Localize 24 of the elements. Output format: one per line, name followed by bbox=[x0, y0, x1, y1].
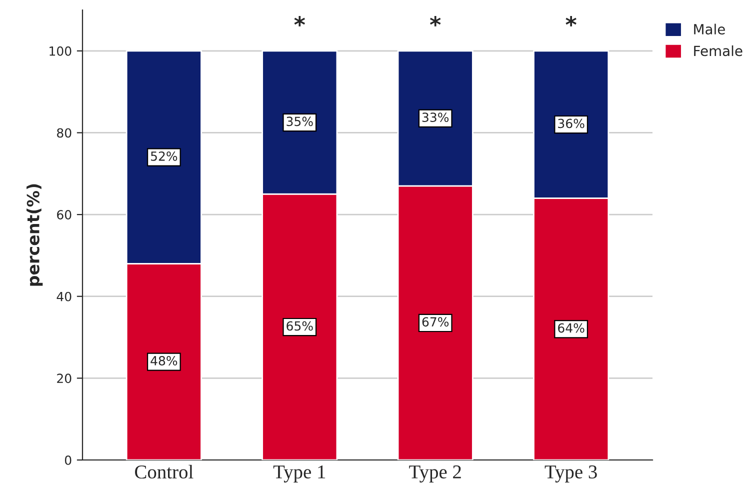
data-label: 52% bbox=[151, 151, 178, 161]
y-tick-label: 40 bbox=[56, 292, 72, 302]
data-label: 67% bbox=[422, 317, 449, 327]
data-label: 35% bbox=[286, 116, 313, 126]
data-label: 36% bbox=[558, 118, 584, 128]
y-tick-label: 20 bbox=[57, 374, 72, 384]
legend-label: Female bbox=[694, 45, 742, 56]
annotation: * bbox=[294, 16, 306, 26]
data-label: 33% bbox=[422, 112, 449, 122]
annotation: * bbox=[566, 16, 576, 26]
y-tick-label: 0 bbox=[64, 455, 72, 465]
x-tick-label: Control bbox=[135, 464, 194, 479]
data-label: 64% bbox=[558, 323, 584, 333]
annotation: * bbox=[430, 16, 441, 26]
y-tick-label: 100 bbox=[50, 46, 72, 56]
y-tick-label: 60 bbox=[57, 210, 72, 220]
y-tick-label: 80 bbox=[57, 128, 72, 138]
x-tick-label: Type 2 bbox=[409, 465, 461, 482]
data-label: 48% bbox=[150, 356, 178, 366]
legend-label: Male bbox=[694, 24, 725, 35]
y-axis-title: percent(%) bbox=[26, 184, 43, 286]
x-tick-label: Type 3 bbox=[544, 465, 597, 482]
data-label: 65% bbox=[286, 321, 313, 331]
x-tick-label: Type 1 bbox=[273, 465, 326, 482]
